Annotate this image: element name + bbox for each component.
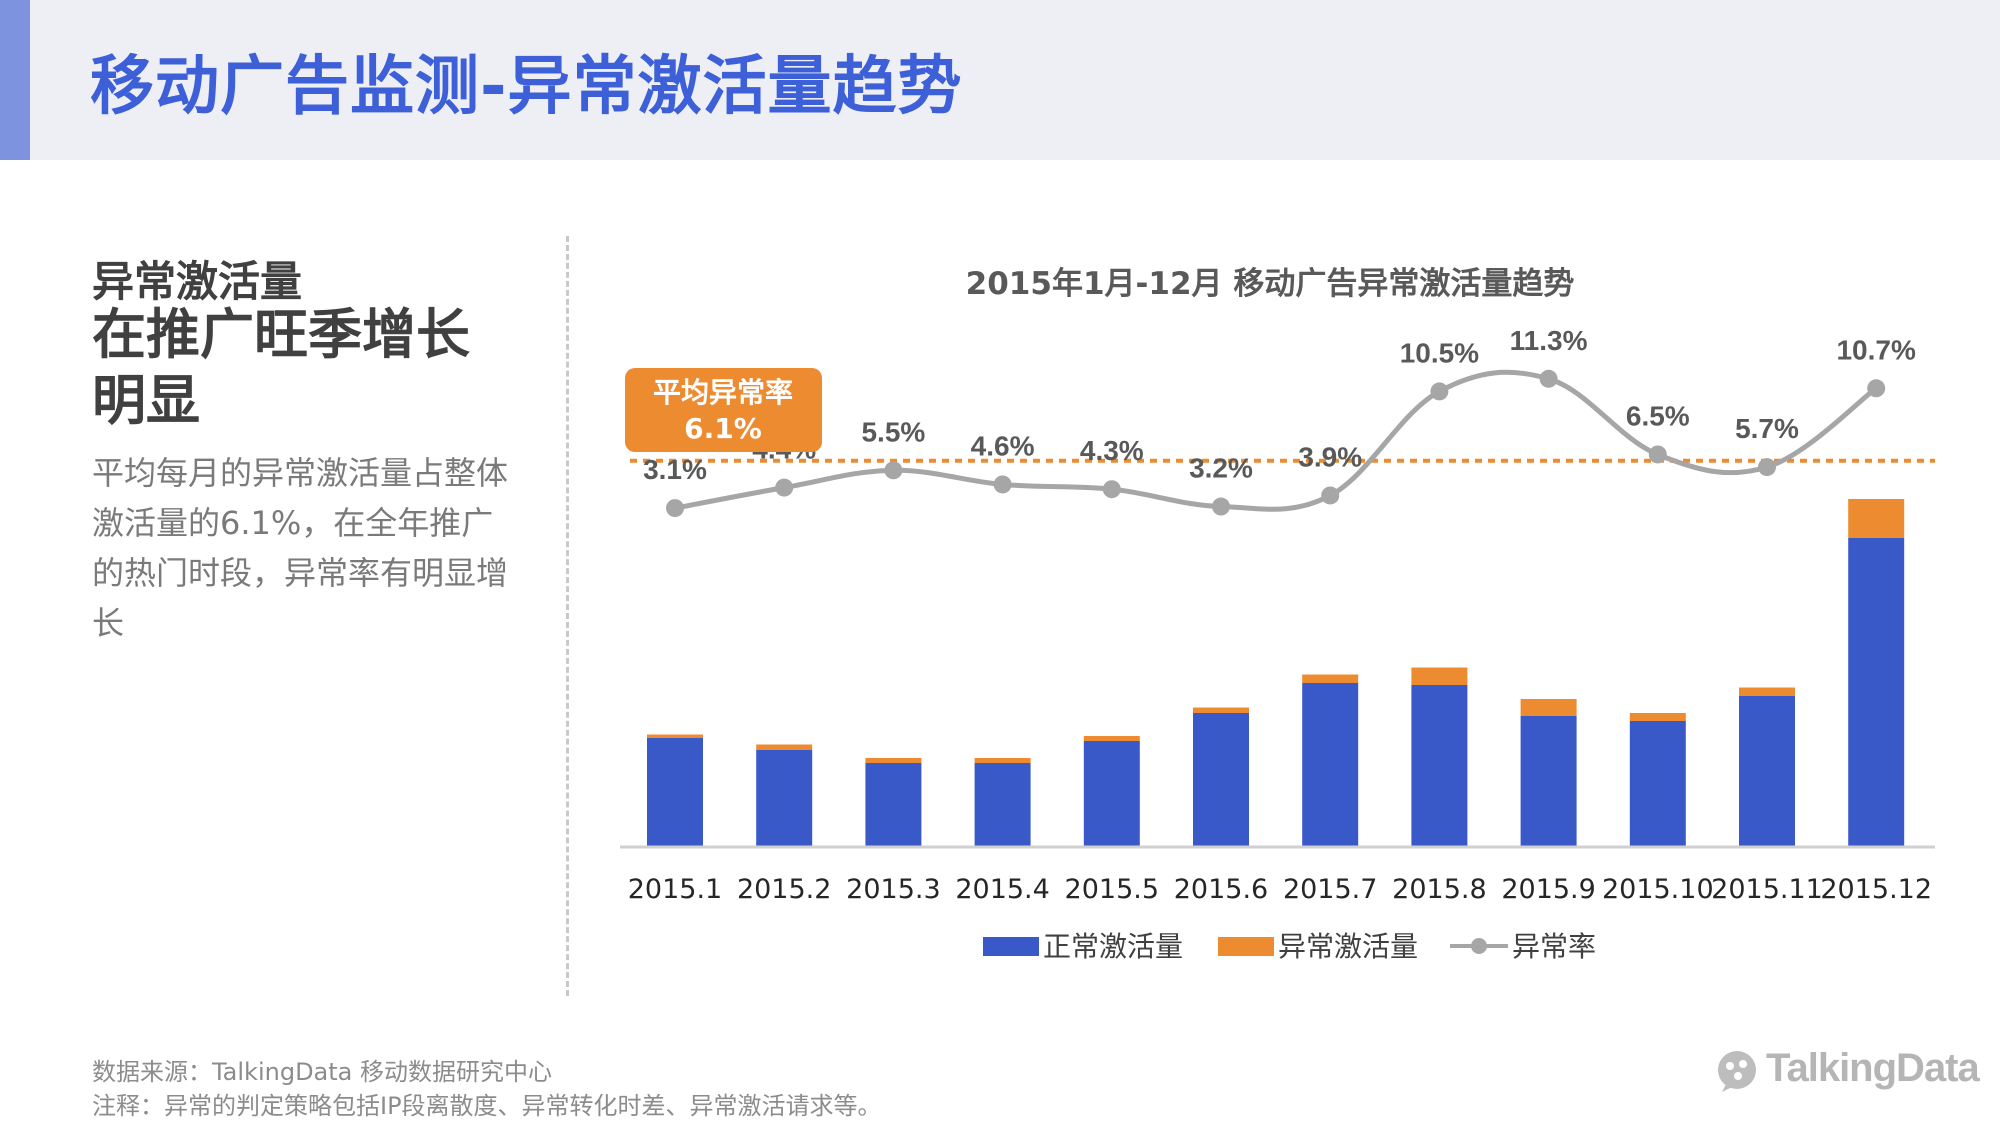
bar-normal-1: [647, 738, 703, 847]
x-tick-label: 2015.7: [1283, 874, 1377, 905]
bar-normal-12: [1848, 538, 1905, 847]
bar-normal-7: [1302, 683, 1359, 847]
bar-normal-8: [1411, 685, 1468, 847]
legend-label-abnormal: 异常激活量: [1278, 930, 1418, 963]
rate-data-label: 5.7%: [1735, 413, 1799, 444]
talkingdata-logo-icon: [1718, 1051, 1756, 1092]
rate-data-label: 11.3%: [1510, 325, 1588, 356]
rate-data-label: 4.6%: [971, 430, 1035, 461]
rate-point-2: [775, 478, 794, 497]
page-title: 移动广告监测-异常激活量趋势: [90, 50, 963, 124]
bar-abnormal-12: [1848, 499, 1905, 538]
x-tick-label: 2015.10: [1602, 874, 1714, 905]
header-accent: [0, 0, 30, 160]
x-tick-label: 2015.8: [1392, 874, 1486, 905]
rate-point-6: [1212, 497, 1230, 516]
rate-point-10: [1648, 445, 1667, 464]
bar-normal-6: [1193, 713, 1249, 847]
brand-name: TalkingData: [1766, 1046, 1980, 1090]
rate-data-label: 10.5%: [1400, 337, 1479, 368]
side-heading-secondary: 在推广旺季增长明显: [92, 303, 470, 432]
average-rate-label: 平均异常率: [653, 376, 793, 409]
section-divider: [566, 236, 569, 996]
rate-data-label: 6.5%: [1626, 400, 1690, 431]
average-rate-value: 6.1%: [684, 412, 762, 445]
bar-normal-2: [756, 750, 813, 847]
rate-point-7: [1321, 486, 1340, 505]
rate-point-11: [1758, 458, 1776, 477]
rate-data-label: 3.1%: [643, 454, 707, 485]
bar-abnormal-8: [1411, 667, 1468, 685]
rate-point-3: [884, 461, 903, 480]
bar-abnormal-11: [1739, 687, 1795, 696]
x-tick-label: 2015.5: [1065, 874, 1159, 905]
rate-data-label: 10.7%: [1836, 334, 1915, 365]
rate-data-label: 5.5%: [861, 416, 925, 447]
rate-point-1: [666, 499, 684, 518]
rate-data-label: 3.2%: [1189, 453, 1253, 484]
data-source-note: 数据来源：TalkingData 移动数据研究中心: [92, 1058, 553, 1086]
bar-normal-4: [974, 763, 1031, 847]
bar-normal-9: [1520, 716, 1577, 847]
rate-point-5: [1102, 480, 1121, 499]
bar-normal-3: [865, 763, 922, 847]
bar-normal-11: [1739, 696, 1795, 847]
x-tick-label: 2015.4: [955, 874, 1049, 905]
legend-label-rate: 异常率: [1512, 930, 1596, 963]
x-tick-label: 2015.3: [846, 874, 940, 905]
average-rate-badge: [625, 368, 822, 452]
rate-point-4: [993, 475, 1012, 494]
legend-swatch-abnormal: [1218, 937, 1274, 956]
legend-swatch-rate-dot: [1471, 938, 1487, 954]
x-tick-label: 2015.12: [1820, 874, 1932, 905]
bar-abnormal-9: [1520, 699, 1577, 716]
bar-abnormal-7: [1302, 674, 1359, 683]
x-tick-label: 2015.2: [737, 874, 831, 905]
rate-line: [674, 369, 1878, 512]
bar-abnormal-3: [865, 758, 922, 763]
bar-abnormal-4: [974, 758, 1031, 763]
bar-abnormal-6: [1193, 707, 1249, 713]
side-heading-primary: 异常激活量: [92, 257, 303, 306]
x-tick-label: 2015.6: [1174, 874, 1268, 905]
chart-title: 2015年1月-12月 移动广告异常激活量趋势: [966, 266, 1575, 302]
bar-abnormal-5: [1083, 736, 1140, 741]
footnote: 注释：异常的判定策略包括IP段离散度、异常转化时差、异常激活请求等。: [92, 1092, 882, 1120]
side-description: 平均每月的异常激活量占整体激活量的6.1%，在全年推广的热门时段，异常率有明显增…: [92, 454, 509, 642]
bar-abnormal-10: [1629, 713, 1686, 721]
bar-normal-10: [1629, 721, 1686, 847]
brand-logo: TalkingData: [1714, 1042, 1980, 1098]
rate-data-label: 3.9%: [1298, 441, 1362, 472]
legend-label-normal: 正常激活量: [1043, 930, 1183, 963]
rate-data-label: 4.3%: [1080, 435, 1144, 466]
bar-abnormal-1: [647, 734, 703, 738]
header-bar: [0, 0, 2000, 160]
x-tick-label: 2015.9: [1501, 874, 1595, 905]
rate-point-8: [1430, 382, 1449, 401]
x-tick-label: 2015.11: [1711, 874, 1823, 905]
x-tick-label: 2015.1: [628, 874, 722, 905]
legend-swatch-normal: [983, 937, 1039, 956]
bar-normal-5: [1083, 741, 1140, 847]
rate-point-9: [1539, 369, 1558, 388]
rate-point-12: [1867, 379, 1886, 398]
bar-abnormal-2: [756, 744, 813, 750]
